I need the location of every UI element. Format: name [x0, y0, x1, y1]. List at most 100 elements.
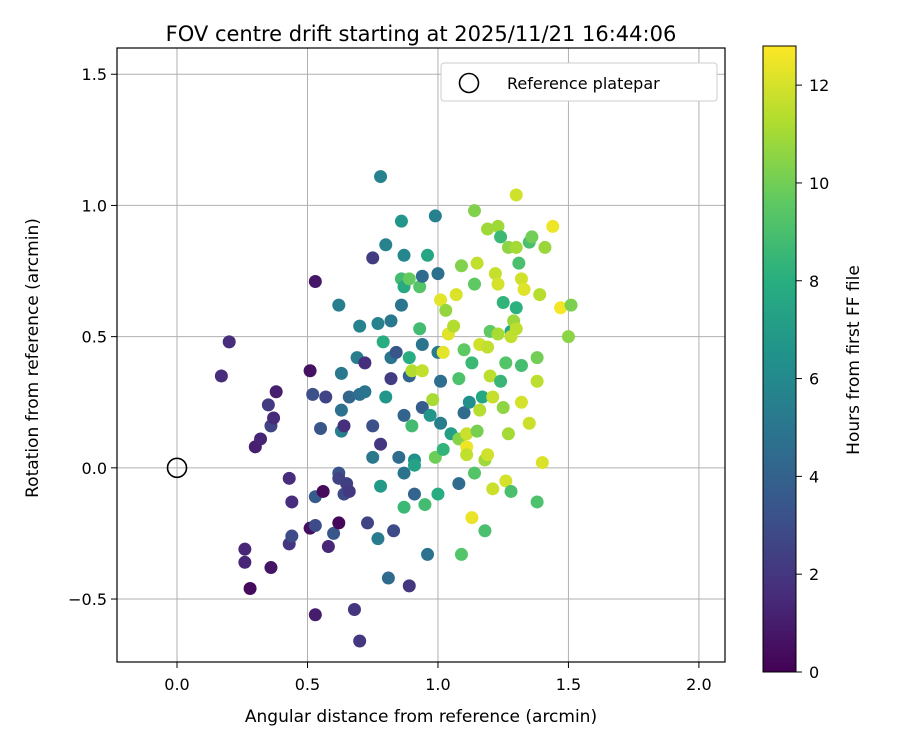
data-point	[238, 542, 252, 556]
data-point	[465, 511, 479, 525]
data-point	[415, 400, 429, 414]
data-point	[374, 170, 388, 184]
data-point	[454, 547, 468, 561]
data-point	[316, 484, 330, 498]
data-point	[353, 634, 367, 648]
data-point	[486, 482, 500, 496]
data-point	[285, 529, 299, 543]
data-point	[405, 419, 419, 433]
data-point	[514, 272, 528, 286]
data-point	[496, 296, 510, 310]
data-point	[499, 474, 513, 488]
data-point	[379, 238, 393, 252]
data-point	[387, 524, 401, 538]
data-point	[533, 288, 547, 302]
data-point	[261, 398, 275, 412]
data-point	[394, 298, 408, 312]
colorbar-label: Hours from first FF file	[844, 265, 864, 455]
legend-box	[440, 62, 718, 102]
data-point	[321, 540, 335, 554]
data-point	[525, 230, 539, 244]
data-point	[530, 351, 544, 365]
data-point	[371, 317, 385, 331]
colorbar-tick-label: 6	[809, 370, 819, 389]
data-point	[392, 450, 406, 464]
data-point	[308, 608, 322, 622]
data-point	[488, 267, 502, 281]
data-point	[431, 267, 445, 281]
data-point	[434, 416, 448, 430]
data-point	[454, 259, 468, 273]
y-axis-ticks: −0.5 0.0 0.5 1.0 1.5	[68, 65, 117, 609]
data-point	[434, 374, 448, 388]
data-point	[361, 516, 375, 530]
data-point	[467, 204, 481, 218]
data-point	[214, 369, 228, 383]
data-point	[264, 561, 278, 575]
chart-title: FOV centre drift starting at 2025/11/21 …	[166, 22, 677, 46]
data-point	[342, 390, 356, 404]
legend-entry: Reference platepar	[507, 74, 660, 93]
data-point	[423, 408, 437, 422]
data-point	[530, 495, 544, 509]
data-point	[475, 390, 489, 404]
data-point	[366, 419, 380, 433]
data-point	[530, 374, 544, 388]
x-tick-label: 1.5	[556, 675, 581, 694]
data-point	[285, 495, 299, 509]
data-point	[494, 230, 508, 244]
data-point	[397, 466, 411, 480]
x-tick-label: 2.0	[686, 675, 711, 694]
data-point	[452, 372, 466, 386]
data-point	[426, 393, 440, 407]
legend: Reference platepar	[440, 62, 718, 102]
data-point	[517, 282, 531, 296]
data-point	[491, 277, 505, 291]
data-point	[421, 248, 435, 262]
data-point	[428, 209, 442, 223]
data-point	[436, 442, 450, 456]
data-point	[334, 403, 348, 417]
data-point	[402, 272, 416, 286]
data-point	[509, 188, 523, 202]
data-point	[449, 288, 463, 302]
data-point	[467, 277, 481, 291]
data-point	[384, 372, 398, 386]
data-point	[473, 403, 487, 417]
data-point	[358, 385, 372, 399]
data-point	[470, 424, 484, 438]
data-point	[460, 427, 474, 441]
data-point	[522, 416, 536, 430]
colorbar-tick-label: 10	[809, 174, 829, 193]
data-point	[413, 280, 427, 294]
data-point	[462, 395, 476, 409]
data-point	[389, 345, 403, 359]
data-point	[342, 484, 356, 498]
data-point	[439, 303, 453, 317]
data-point	[538, 240, 552, 254]
x-tick-label: 0.0	[164, 675, 189, 694]
data-point	[394, 214, 408, 228]
y-tick-label: 0.5	[82, 328, 107, 347]
data-point	[407, 458, 421, 472]
data-point	[486, 390, 500, 404]
colorbar-gradient	[762, 45, 797, 673]
colorbar-tick-label: 4	[809, 467, 819, 486]
y-axis-label: Rotation from reference (arcmin)	[23, 218, 43, 498]
data-point	[509, 322, 523, 336]
data-point	[436, 345, 450, 359]
data-point	[402, 579, 416, 593]
data-point	[509, 301, 523, 315]
data-point	[499, 356, 513, 370]
data-point	[381, 571, 395, 585]
data-point	[332, 516, 346, 530]
data-point	[353, 319, 367, 333]
y-tick-label: 0.0	[82, 459, 107, 478]
data-point	[415, 364, 429, 378]
data-point	[457, 343, 471, 357]
data-point	[282, 471, 296, 485]
data-point	[314, 421, 328, 435]
data-point	[481, 222, 495, 236]
colorbar: 0 2 4 6 8 10 12 Hours from first FF file	[762, 45, 864, 682]
